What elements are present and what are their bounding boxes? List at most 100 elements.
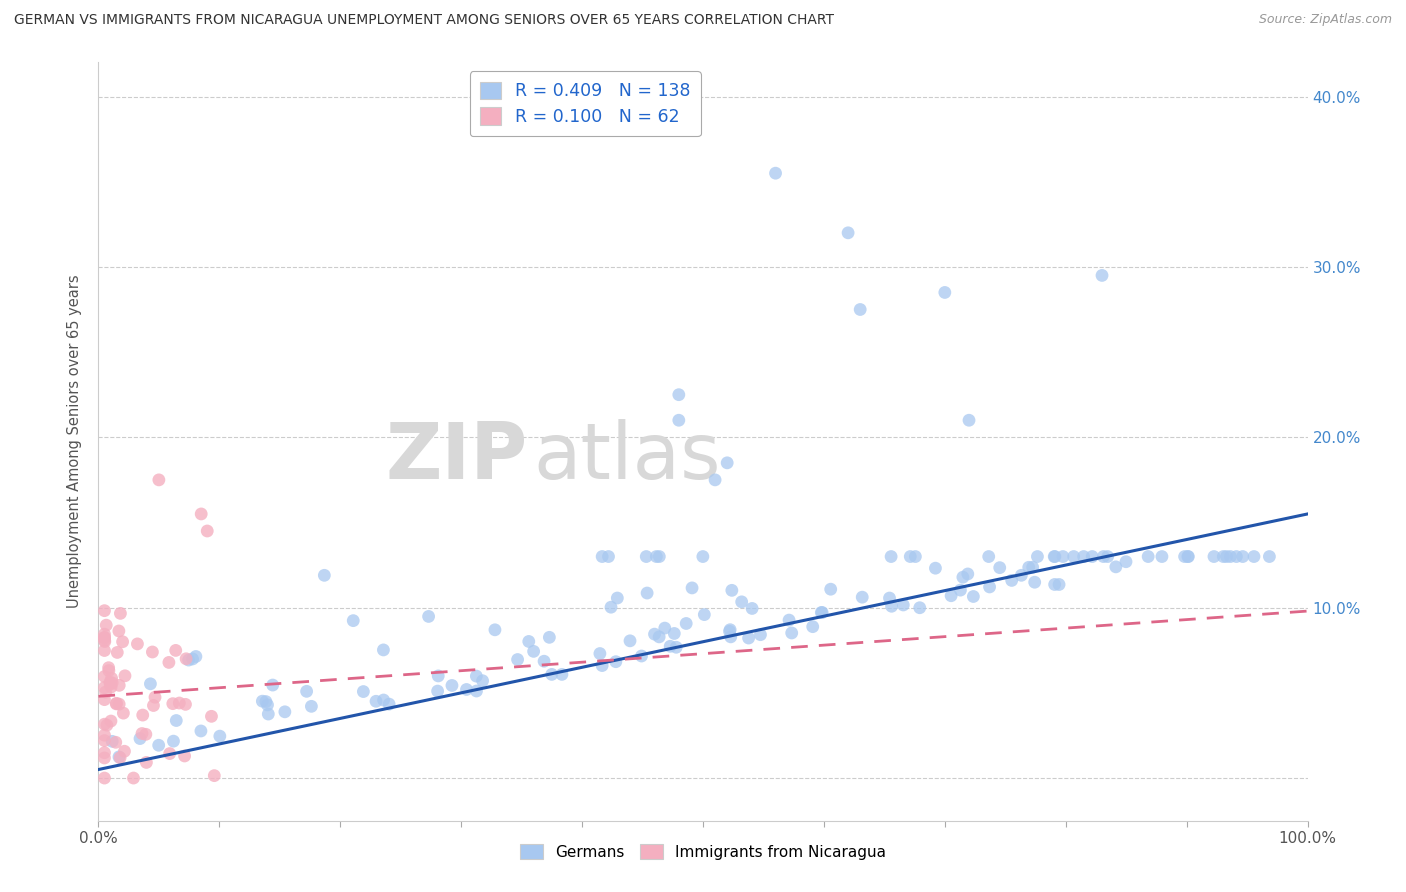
Point bbox=[98, 677, 121, 691]
Point bbox=[693, 607, 716, 622]
Point bbox=[200, 709, 222, 723]
Point bbox=[105, 645, 128, 659]
Point bbox=[630, 648, 652, 663]
Point bbox=[139, 677, 162, 691]
Point bbox=[1115, 555, 1137, 569]
Point bbox=[373, 693, 395, 707]
Point bbox=[952, 570, 974, 584]
Point bbox=[97, 661, 120, 675]
Point bbox=[93, 669, 115, 683]
Point bbox=[645, 549, 668, 564]
Point bbox=[1052, 549, 1074, 564]
Point bbox=[162, 697, 184, 711]
Point bbox=[440, 678, 463, 692]
Text: ZIP: ZIP bbox=[385, 418, 527, 495]
Point bbox=[810, 606, 832, 620]
Point bbox=[1063, 549, 1085, 564]
Point bbox=[110, 607, 132, 621]
Point bbox=[665, 640, 688, 655]
Point bbox=[97, 664, 120, 678]
Point bbox=[605, 655, 627, 669]
Point bbox=[173, 748, 195, 763]
Point bbox=[208, 729, 231, 743]
Point bbox=[165, 643, 187, 657]
Point bbox=[254, 695, 277, 709]
Point bbox=[716, 456, 738, 470]
Point bbox=[731, 595, 754, 609]
Point bbox=[934, 285, 956, 300]
Point bbox=[880, 599, 903, 614]
Point bbox=[132, 708, 155, 723]
Point bbox=[1018, 560, 1040, 574]
Point bbox=[591, 549, 613, 564]
Point bbox=[96, 618, 118, 632]
Point bbox=[880, 549, 903, 564]
Point bbox=[108, 624, 131, 638]
Point bbox=[108, 697, 131, 711]
Point bbox=[720, 630, 742, 644]
Point bbox=[591, 658, 613, 673]
Point bbox=[195, 524, 218, 538]
Point bbox=[741, 601, 763, 615]
Text: GERMAN VS IMMIGRANTS FROM NICARAGUA UNEMPLOYMENT AMONG SENIORS OVER 65 YEARS COR: GERMAN VS IMMIGRANTS FROM NICARAGUA UNEM… bbox=[14, 13, 834, 28]
Point bbox=[93, 631, 115, 645]
Point bbox=[718, 623, 741, 637]
Point bbox=[1021, 560, 1043, 574]
Point bbox=[1258, 549, 1281, 564]
Point bbox=[1043, 549, 1066, 564]
Point bbox=[418, 609, 440, 624]
Point bbox=[122, 771, 145, 785]
Point bbox=[648, 630, 671, 644]
Point bbox=[141, 645, 163, 659]
Point bbox=[977, 549, 1000, 564]
Point bbox=[780, 626, 803, 640]
Point bbox=[114, 744, 136, 758]
Point bbox=[135, 727, 157, 741]
Point bbox=[94, 685, 117, 699]
Point bbox=[352, 684, 374, 698]
Point bbox=[721, 583, 744, 598]
Point bbox=[465, 669, 488, 683]
Point bbox=[1073, 549, 1095, 564]
Point bbox=[184, 649, 207, 664]
Point bbox=[177, 653, 200, 667]
Point bbox=[600, 600, 623, 615]
Point bbox=[104, 735, 127, 749]
Point bbox=[820, 582, 842, 597]
Point bbox=[93, 771, 115, 785]
Point bbox=[274, 705, 297, 719]
Point bbox=[93, 643, 115, 657]
Point bbox=[484, 623, 506, 637]
Point bbox=[979, 580, 1001, 594]
Point bbox=[114, 669, 136, 683]
Text: Source: ZipAtlas.com: Source: ZipAtlas.com bbox=[1258, 13, 1392, 27]
Point bbox=[540, 667, 562, 681]
Point bbox=[636, 586, 658, 600]
Point bbox=[94, 634, 117, 648]
Point bbox=[1047, 577, 1070, 591]
Point bbox=[837, 226, 859, 240]
Point bbox=[257, 706, 280, 721]
Point bbox=[262, 678, 284, 692]
Point bbox=[1174, 549, 1197, 564]
Point bbox=[517, 634, 540, 648]
Point bbox=[256, 698, 278, 712]
Point bbox=[299, 699, 322, 714]
Point bbox=[93, 717, 115, 731]
Point bbox=[1043, 549, 1066, 564]
Point bbox=[129, 731, 152, 746]
Point bbox=[1177, 549, 1199, 564]
Point bbox=[904, 549, 927, 564]
Point bbox=[619, 633, 641, 648]
Point bbox=[704, 473, 727, 487]
Point bbox=[664, 626, 686, 640]
Point bbox=[93, 681, 115, 695]
Point bbox=[849, 302, 872, 317]
Point bbox=[135, 756, 157, 770]
Point bbox=[1232, 549, 1254, 564]
Point bbox=[93, 604, 115, 618]
Y-axis label: Unemployment Among Seniors over 65 years: Unemployment Among Seniors over 65 years bbox=[67, 275, 83, 608]
Point bbox=[181, 652, 204, 666]
Point bbox=[538, 630, 561, 644]
Point bbox=[93, 733, 115, 747]
